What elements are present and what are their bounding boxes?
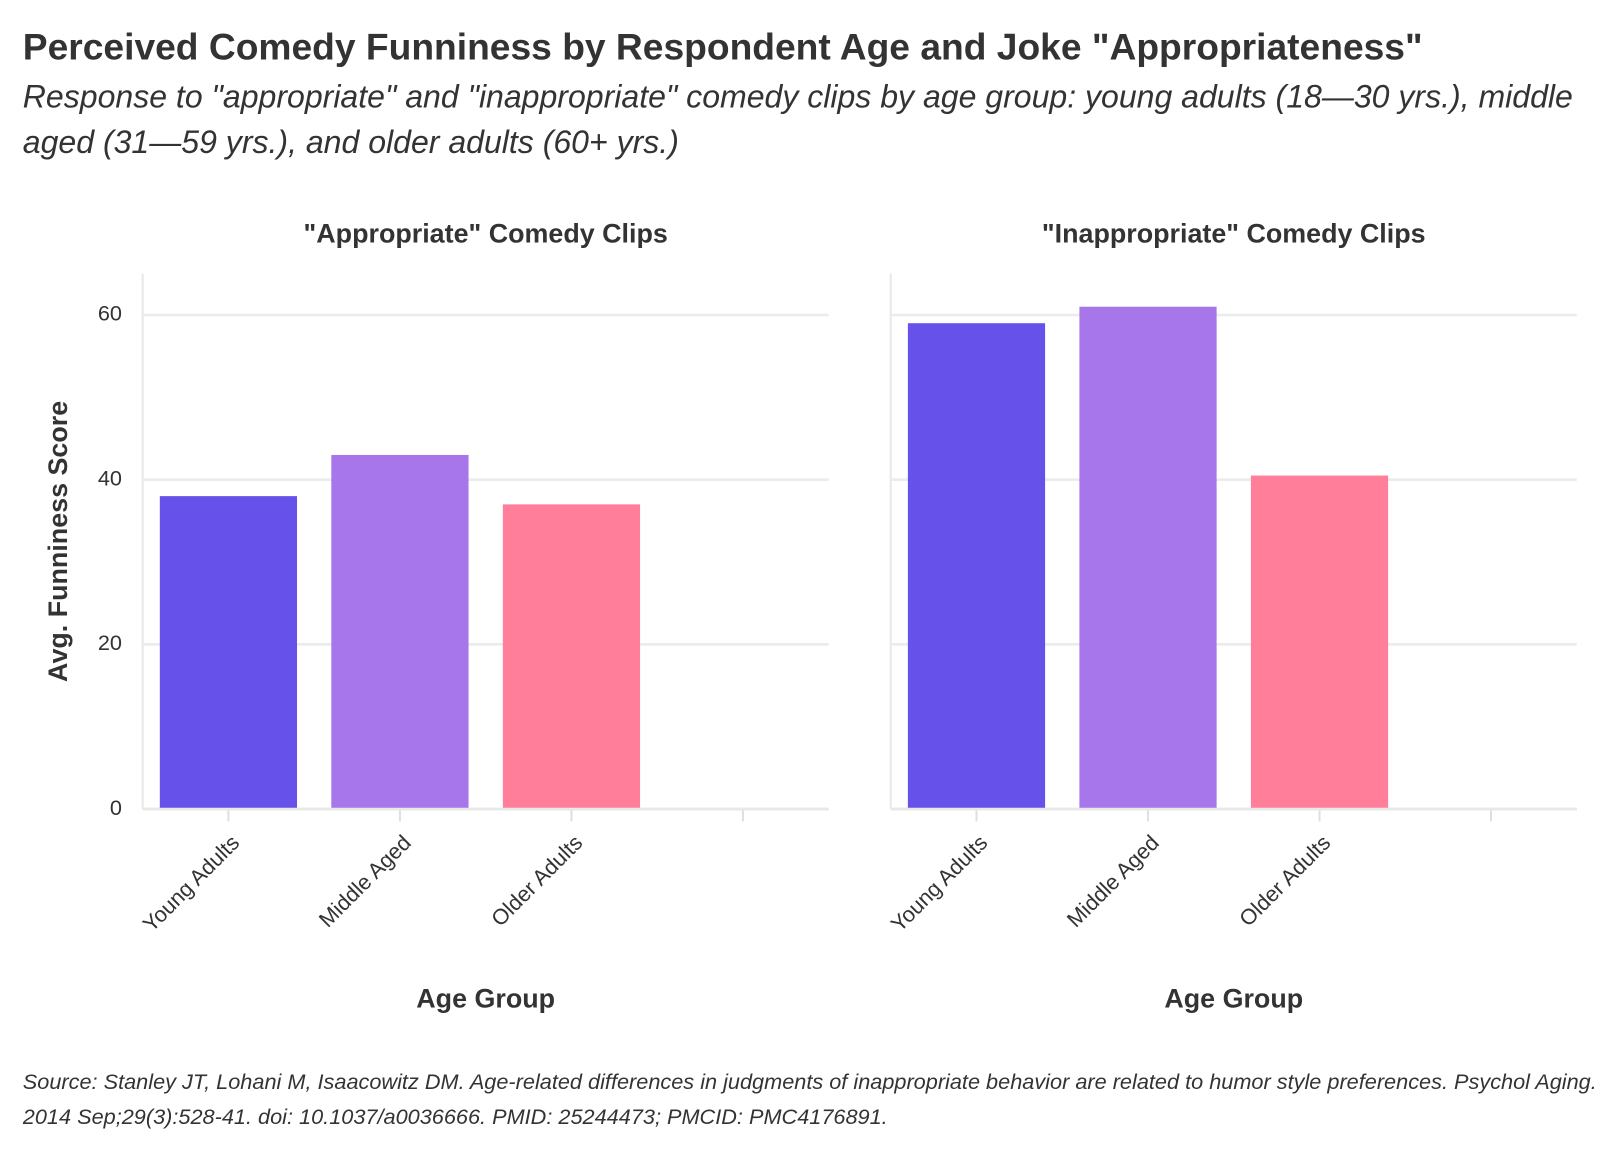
x-tick-label: Young Adults	[138, 830, 245, 937]
y-tick-label: 0	[110, 795, 122, 820]
panel-title: "Appropriate" Comedy Clips	[304, 219, 668, 249]
y-tick-label: 60	[98, 301, 122, 326]
bar	[159, 496, 298, 810]
y-axis-title: Avg. Funniness Score	[43, 401, 73, 682]
source-note: Source: Stanley JT, Lohani M, Isaacowitz…	[22, 1070, 1597, 1130]
x-tick-label: Older Adults	[486, 830, 587, 931]
x-tick-label: Middle Aged	[1062, 830, 1164, 932]
chart-title: Perceived Comedy Funniness by Respondent…	[23, 25, 1423, 67]
x-axis-title: Age Group	[1164, 983, 1303, 1013]
x-tick-label: Older Adults	[1234, 830, 1335, 931]
bar	[1079, 306, 1217, 810]
bar	[907, 323, 1046, 810]
bar	[502, 504, 641, 810]
y-tick-label: 20	[98, 630, 122, 655]
y-tick-label: 40	[98, 465, 122, 490]
subtitle-box: Response to "appropriate" and "inappropr…	[22, 78, 1573, 161]
bar	[331, 454, 469, 810]
panel-title: "Inappropriate" Comedy Clips	[1042, 219, 1426, 249]
x-tick-label: Young Adults	[886, 830, 993, 937]
x-axis-title: Age Group	[416, 983, 555, 1013]
x-tick-label: Middle Aged	[314, 830, 416, 932]
chart-subtitle: Response to "appropriate" and "inappropr…	[22, 78, 1573, 161]
bar	[1250, 475, 1389, 810]
source-box: Source: Stanley JT, Lohani M, Isaacowitz…	[22, 1070, 1597, 1130]
